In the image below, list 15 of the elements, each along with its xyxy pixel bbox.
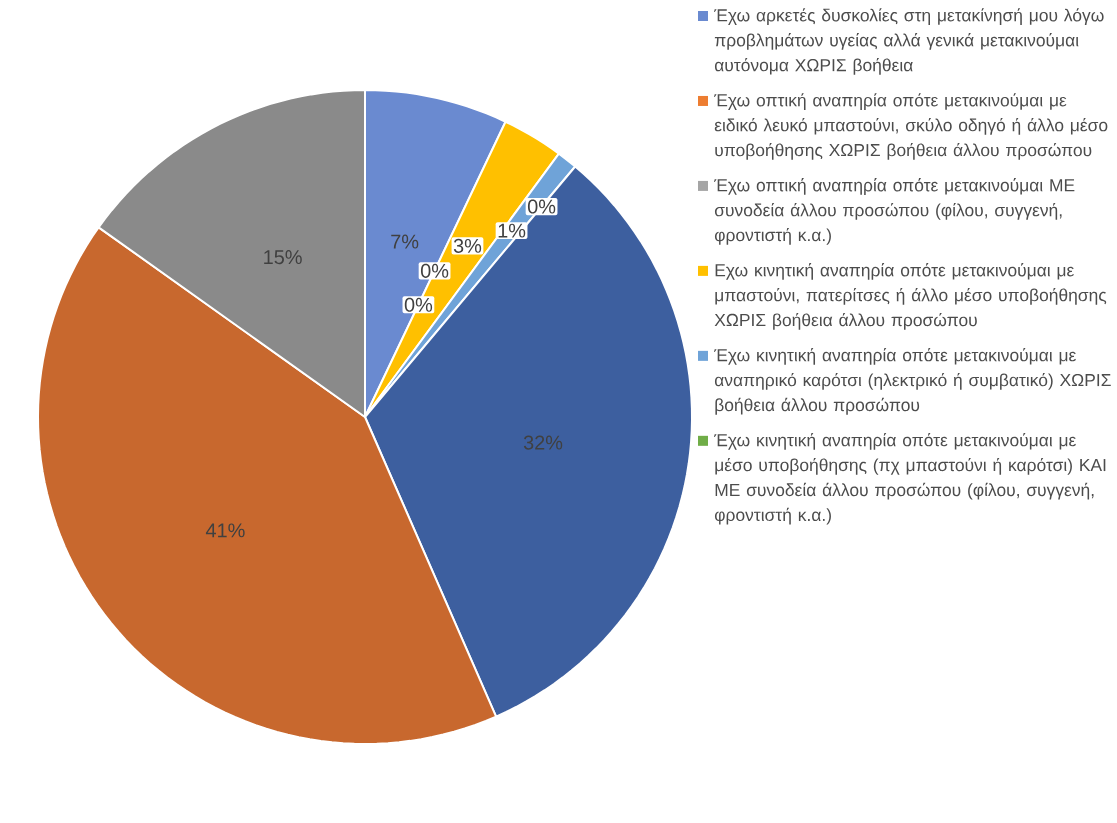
data-label: 41%: [205, 523, 245, 538]
legend-label: Έχω οπτική αναπηρία οπότε μετακινούμαι ΜΕ συνοδεία άλλου προσώπου (φίλου, συγγενή, φροντιστή κ.α.): [714, 178, 1075, 245]
text: 0%: [527, 199, 556, 214]
legend-label: Έχω αρκετές δυσκολίες στη μετακίνησή μου λόγω προβλημάτων υγείας αλλά γενικά μετακινούμαι αυτόνομα ΧΩΡΙΣ βοήθεια: [714, 8, 1104, 75]
legend-label: Έχω οπτική αναπηρία οπότε μετακινούμαι με ειδικό λευκό μπαστούνι, σκύλο οδηγό ή άλλο μέσο υποβοήθησης ΧΩΡΙΣ βοήθεια άλλου προσώπου: [714, 93, 1108, 160]
data-label: 32%: [523, 435, 563, 450]
data-label: 1%: [498, 223, 526, 238]
text: 0%: [404, 297, 433, 312]
legend-label: Εχω κινητική αναπηρία οπότε μετακινούμαι με μπαστούνι, πατερίτσες ή άλλο μέσο υποβοήθησης ΧΩΡΙΣ βοήθεια άλλου προσώπου: [714, 263, 1107, 330]
text: 0%: [420, 263, 449, 278]
legend-label: Έχω κινητική αναπηρία οπότε μετακινούμαι με αναπηρικό καρότσι (ηλεκτρικό ή συμβατικό) ΧΩΡΙΣ βοήθεια άλλου προσώπου: [714, 348, 1111, 415]
legend-label: Έχω κινητική αναπηρία οπότε μετακινούμαι με μέσο υποβοήθησης (πχ μπαστούνι ή καρότσι) ΚΑΙ ΜΕ συνοδεία άλλου προσώπου (φίλου, συγγενή, φροντιστή κ.α.): [714, 433, 1106, 525]
data-label: 15%: [264, 250, 302, 265]
data-label: 7%: [391, 234, 419, 249]
data-label: 3%: [453, 238, 482, 253]
